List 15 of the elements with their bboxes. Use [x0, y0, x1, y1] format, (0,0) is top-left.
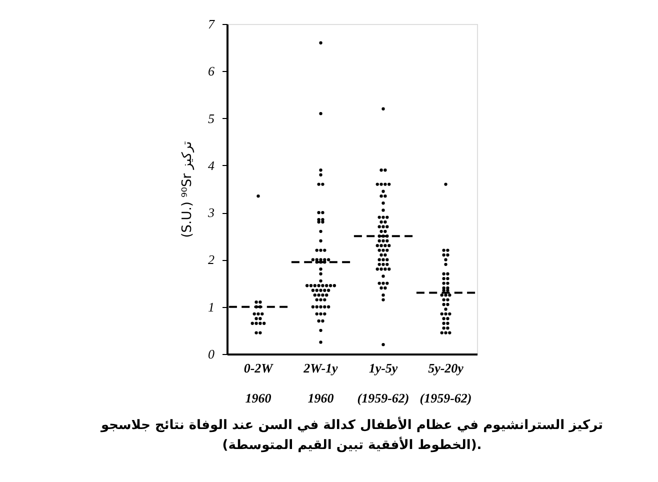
x-tick-label: 0-2W 1960	[244, 360, 274, 406]
y-tick-label: 7	[208, 16, 215, 32]
y-tick-label: 4	[208, 158, 215, 173]
y-tick-label: 5	[208, 110, 215, 126]
y-axis-title: (S.U.) ⁹⁰Sr تركيز	[180, 140, 195, 238]
x-tick-label: 2W-1y 1960	[302, 360, 338, 406]
x-tick-label: 5y-20y (1959-62)	[420, 360, 472, 406]
text: (الخطوط الأفقية تبين القيم المتوسطة).	[222, 436, 482, 453]
y-tick-label: 0	[208, 346, 215, 362]
text: تركيز السترانشيوم في عظام الأطفال كدالة في السن عند الوفاة نتائج جلاسجو	[100, 416, 604, 433]
y-tick-label: 6	[208, 64, 215, 79]
y-tick-label: 1	[208, 299, 214, 314]
y-tick-label: 3	[207, 205, 215, 220]
x-tick-label: 1y-5y (1959-62)	[357, 360, 410, 406]
y-tick-label: 2	[208, 252, 215, 268]
